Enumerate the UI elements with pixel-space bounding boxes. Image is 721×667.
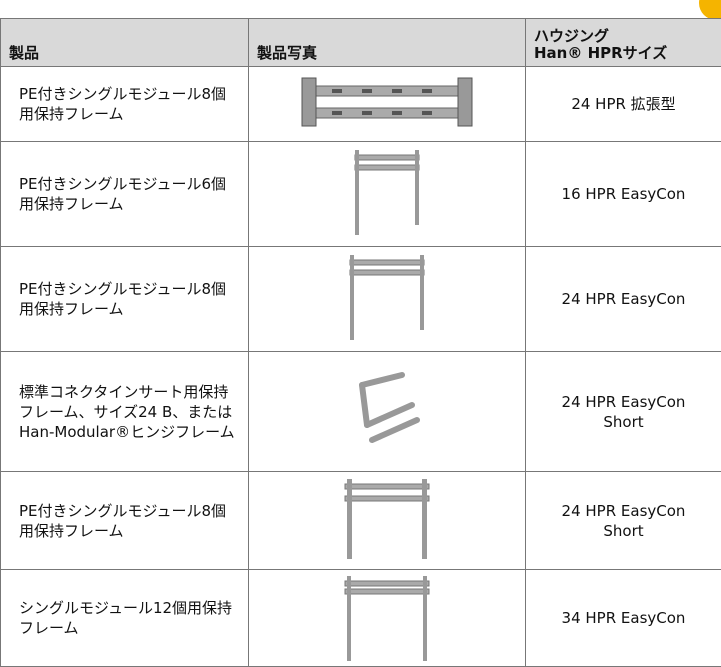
product-name: PE付きシングルモジュール8個用保持フレーム xyxy=(1,472,249,570)
product-row: PE付きシングルモジュール8個用保持フレーム 24 HPR EasyCon Sho… xyxy=(1,472,721,570)
frame-photo xyxy=(337,571,437,661)
product-name: 標準コネクタインサート用保持フレーム、サイズ24 B、またはHan-Modula… xyxy=(1,352,249,472)
product-row: PE付きシングルモジュール8個用保持フレーム 24 HPR EasyCon xyxy=(1,247,721,352)
frame-photo xyxy=(292,72,482,132)
frame-photo xyxy=(337,474,437,564)
product-photo-cell xyxy=(249,142,526,247)
product-row: PE付きシングルモジュール6個用保持フレーム 16 HPR EasyCon xyxy=(1,142,721,247)
housing-size: 34 HPR EasyCon xyxy=(554,608,694,628)
product-photo-cell xyxy=(249,570,526,667)
header-line: ハウジング xyxy=(534,27,609,45)
header-line: Han® HPRサイズ xyxy=(534,44,667,62)
size-cell: 34 HPR EasyCon xyxy=(526,570,721,667)
size-cell: 24 HPR EasyCon xyxy=(526,247,721,352)
product-name: PE付きシングルモジュール8個用保持フレーム xyxy=(1,67,249,142)
size-cell: 24 HPR 拡張型 xyxy=(526,67,721,142)
housing-size: 24 HPR EasyCon Short xyxy=(554,501,694,541)
frame-photo xyxy=(347,145,427,240)
product-row: 標準コネクタインサート用保持フレーム、サイズ24 B、またはHan-Modula… xyxy=(1,352,721,472)
product-row: PE付きシングルモジュール8個用保持フレーム 24 HPR 拡張型 xyxy=(1,67,721,142)
product-photo-cell xyxy=(249,247,526,352)
housing-size: 24 HPR EasyCon Short xyxy=(554,392,694,432)
frame-photo xyxy=(342,250,432,345)
housing-size: 24 HPR EasyCon xyxy=(554,289,694,309)
header-cell: 製品写真 xyxy=(249,19,526,67)
size-cell: 24 HPR EasyCon Short xyxy=(526,352,721,472)
product-name: PE付きシングルモジュール6個用保持フレーム xyxy=(1,142,249,247)
housing-size: 24 HPR 拡張型 xyxy=(554,94,694,114)
product-row: シングルモジュール12個用保持フレーム 34 HPR EasyCon xyxy=(1,570,721,667)
housing-size: 16 HPR EasyCon xyxy=(554,184,694,204)
product-photo-cell xyxy=(249,67,526,142)
logo-dot xyxy=(699,0,721,20)
product-name: PE付きシングルモジュール8個用保持フレーム xyxy=(1,247,249,352)
header-cell: 製品 xyxy=(1,19,249,67)
size-cell: 24 HPR EasyCon Short xyxy=(526,472,721,570)
product-name: シングルモジュール12個用保持フレーム xyxy=(1,570,249,667)
size-cell: 16 HPR EasyCon xyxy=(526,142,721,247)
frame-photo xyxy=(342,370,432,450)
product-photo-cell xyxy=(249,352,526,472)
product-photo-cell xyxy=(249,472,526,570)
